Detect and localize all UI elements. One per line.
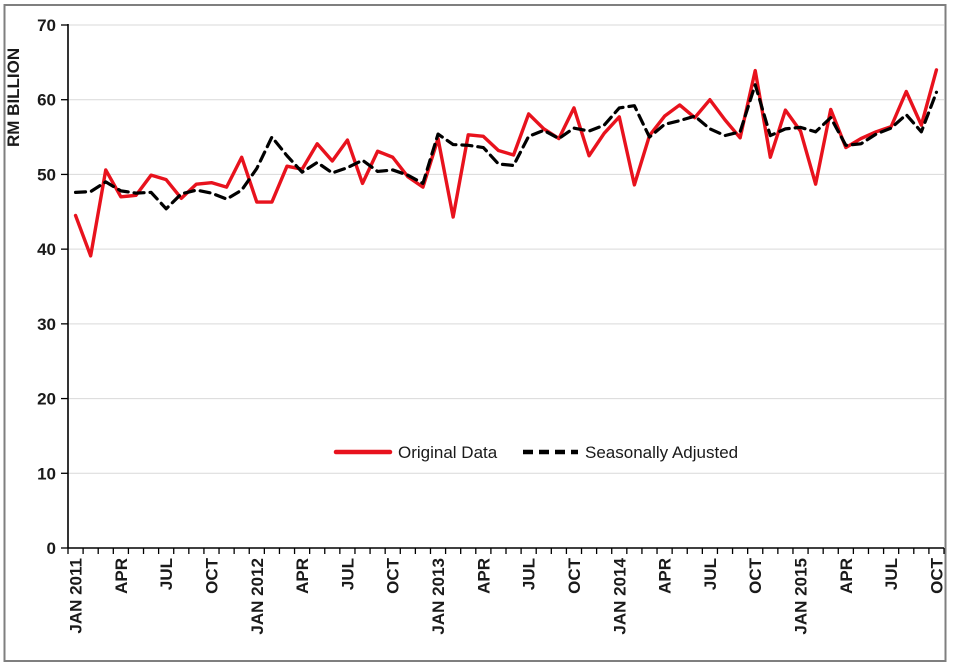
x-tick-label: JAN 2015 [792, 558, 811, 635]
y-tick-label: 20 [37, 390, 56, 409]
y-axis-title: RM BILLION [4, 48, 23, 147]
x-tick-labels-layer: JAN 2011 APR JUL OCT JAN 2012 APR JUL OCT JAN 20… [67, 557, 947, 634]
x-tick-label: JAN 2014 [610, 557, 629, 634]
x-tick-label: OCT [384, 557, 403, 594]
original-data-line [73, 68, 939, 258]
y-ticks-layer [61, 24, 68, 549]
x-tick-label: JUL [701, 558, 720, 590]
gridlines-layer [68, 24, 944, 474]
x-tick-label: OCT [927, 557, 946, 594]
x-tick-label: JUL [882, 558, 901, 590]
legend: Original Data Seasonally Adjusted [333, 443, 738, 462]
seasonally-adjusted-line [73, 83, 939, 211]
x-tick-label: JAN 2011 [67, 558, 86, 634]
y-tick-label: 10 [37, 464, 56, 483]
y-tick-label: 30 [37, 315, 56, 334]
legend-original-label: Original Data [398, 443, 498, 462]
x-tick-label: OCT [746, 557, 765, 594]
x-tick-label: APR [656, 558, 675, 594]
x-tick-label: APR [293, 558, 312, 594]
x-tick-label: JAN 2012 [248, 558, 267, 635]
outer-border [3, 4, 947, 662]
y-tick-labels-layer: 0 10 20 30 40 50 60 70 [37, 16, 56, 558]
legend-adjusted-label: Seasonally Adjusted [585, 443, 738, 462]
x-ticks-layer [67, 548, 945, 554]
y-tick-label: 60 [37, 91, 56, 110]
x-tick-label: APR [474, 558, 493, 594]
x-tick-label: JUL [157, 558, 176, 590]
x-tick-label: JUL [520, 558, 539, 590]
y-tick-label: 50 [37, 165, 56, 184]
y-tick-label: 70 [37, 16, 56, 35]
y-tick-label: 40 [37, 240, 56, 259]
x-tick-label: OCT [565, 557, 584, 594]
x-tick-label: APR [112, 558, 131, 594]
x-tick-label: OCT [202, 557, 221, 594]
x-tick-label: APR [837, 558, 856, 594]
x-tick-label: JAN 2013 [429, 558, 448, 635]
x-tick-label: JUL [338, 558, 357, 590]
y-tick-label: 0 [47, 539, 56, 558]
